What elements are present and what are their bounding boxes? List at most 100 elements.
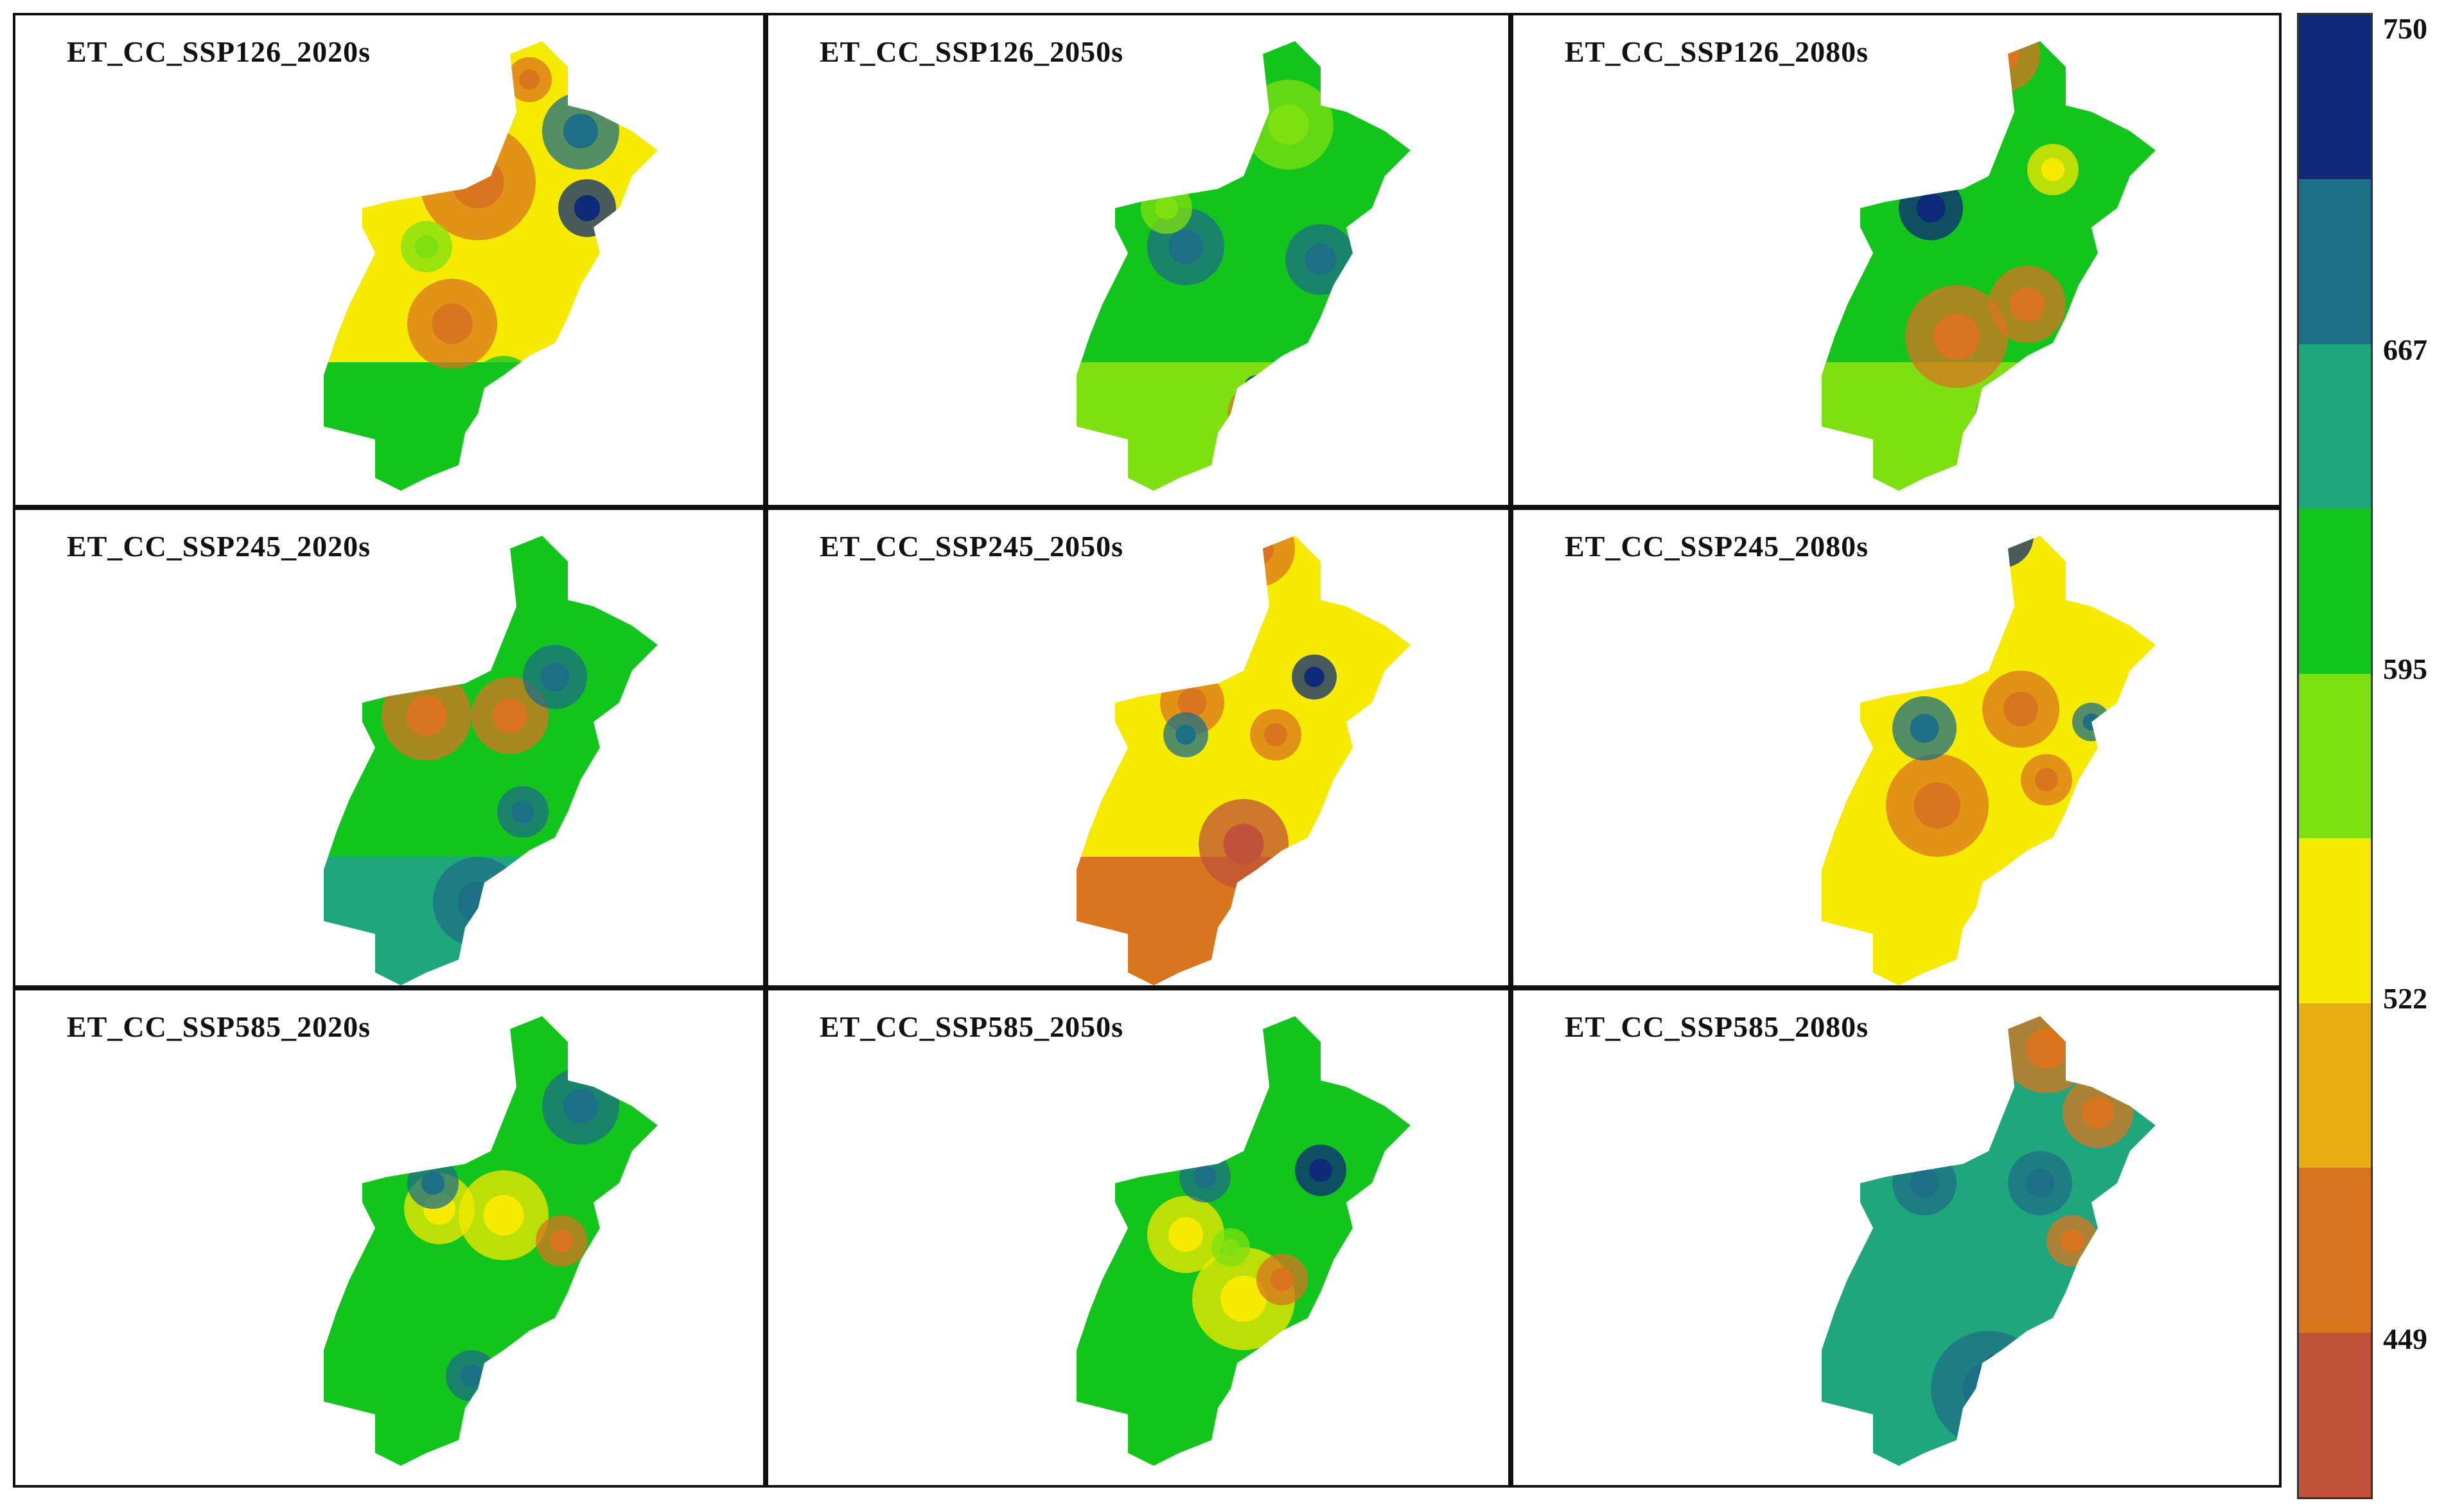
map-panel: ET_CC_SSP245_2080s: [1511, 507, 2282, 988]
et-contour-core: [1168, 229, 1203, 264]
et-contour-core: [1910, 714, 1939, 743]
et-map: [324, 1016, 658, 1466]
region-south-zone: [324, 362, 658, 491]
et-contour-core: [489, 373, 518, 403]
et-contour-core: [1916, 193, 1946, 223]
et-contour-core: [1177, 688, 1207, 717]
et-contour-core: [1304, 667, 1324, 687]
et-contour-core: [460, 1364, 483, 1387]
map-panel: ET_CC_SSP126_2020s: [13, 13, 766, 507]
et-contour-zone: [1227, 385, 1285, 443]
map-panel: ET_CC_SSP245_2050s: [766, 507, 1511, 988]
et-contour-core: [1193, 1165, 1217, 1188]
map-panel: ET_CC_SSP585_2050s: [766, 988, 1511, 1488]
et-contour-zone: [471, 356, 536, 420]
et-contour-core: [1264, 723, 1287, 746]
et-contour-core: [1222, 1238, 1240, 1256]
panel-title: ET_CC_SSP245_2020s: [67, 530, 371, 563]
map-panel: ET_CC_SSP245_2020s: [13, 507, 766, 988]
et-contour-core: [432, 303, 473, 344]
et-contour-core: [2061, 1229, 2084, 1253]
et-contour-core: [2010, 287, 2045, 322]
region-south-zone: [1077, 1337, 1411, 1466]
map-panel: ET_CC_SSP126_2050s: [766, 13, 1511, 507]
legend-swatch: [2299, 15, 2371, 180]
legend-swatch: [2299, 344, 2371, 509]
et-contour-core: [2082, 713, 2100, 731]
panel-title: ET_CC_SSP585_2050s: [820, 1010, 1123, 1043]
et-contour-core: [493, 698, 527, 733]
et-contour-core: [1168, 1217, 1203, 1252]
et-map: [324, 536, 658, 985]
et-contour-zone: [1931, 1331, 2046, 1446]
et-contour-core: [1984, 41, 2019, 71]
color-legend: [2297, 13, 2373, 1499]
et-contour-zone: [1979, 1353, 2024, 1398]
et-contour-core: [1243, 400, 1270, 427]
et-contour-core: [1910, 1168, 1939, 1198]
legend-swatch: [2299, 179, 2371, 344]
et-contour-core: [2041, 158, 2064, 181]
et-contour-core: [1933, 313, 1980, 360]
legend-swatch: [2299, 673, 2371, 839]
et-map: [324, 41, 658, 491]
et-map: [1077, 1016, 1411, 1466]
panel-title: ET_CC_SSP585_2080s: [1565, 1010, 1869, 1043]
legend-label-667: 667: [2383, 333, 2427, 366]
et-contour-zone: [1976, 388, 2027, 439]
et-contour-core: [519, 69, 540, 90]
et-contour-core: [483, 1195, 524, 1236]
map-panel: ET_CC_SSP585_2080s: [1511, 988, 2282, 1488]
et-contour-core: [1239, 536, 1274, 566]
et-contour-core: [485, 902, 497, 914]
et-contour-core: [2003, 692, 2038, 726]
et-contour-core: [1268, 104, 1309, 145]
panel-title: ET_CC_SSP245_2080s: [1565, 530, 1869, 563]
et-contour-core: [1991, 1366, 2012, 1386]
panel-title: ET_CC_SSP126_2020s: [67, 35, 371, 68]
et-contour-core: [1271, 1268, 1294, 1291]
legend-swatch: [2299, 1168, 2371, 1333]
region-south-zone: [1822, 857, 2156, 985]
legend-swatch: [2299, 1003, 2371, 1168]
legend-label-522: 522: [2383, 982, 2427, 1015]
et-contour-core: [2035, 768, 2058, 791]
legend-swatch: [2299, 1332, 2371, 1497]
et-contour-core: [563, 114, 598, 148]
panel-title: ET_CC_SSP126_2050s: [820, 35, 1123, 68]
et-map: [1822, 1016, 2156, 1466]
et-map: [1822, 41, 2156, 491]
et-contour-core: [574, 195, 601, 222]
map-panel: ET_CC_SSP585_2020s: [13, 988, 766, 1488]
et-contour-zone: [1218, 536, 1295, 587]
et-contour-core: [415, 235, 438, 258]
region-south-zone: [1077, 362, 1411, 491]
et-contour-core: [1990, 402, 2013, 425]
legend-label-595: 595: [2383, 653, 2427, 685]
et-map: [1822, 536, 2156, 985]
et-contour-core: [1223, 823, 1264, 865]
et-contour-core: [2082, 1096, 2114, 1129]
legend-swatch: [2299, 509, 2371, 674]
panel-title: ET_CC_SSP585_2020s: [67, 1010, 371, 1043]
et-contour-core: [406, 695, 447, 736]
map-panel: ET_CC_SSP126_2080s: [1511, 13, 2282, 507]
et-contour-zone: [478, 895, 504, 921]
et-contour-core: [1155, 197, 1178, 220]
et-contour-core: [511, 800, 534, 823]
et-contour-core: [457, 881, 498, 922]
panel-title: ET_CC_SSP126_2080s: [1565, 35, 1869, 68]
et-contour-core: [540, 662, 570, 692]
et-contour-core: [1251, 382, 1262, 394]
et-contour-zone: [1244, 375, 1269, 401]
et-contour-core: [1309, 1159, 1332, 1182]
legend-label-750: 750: [2383, 12, 2427, 45]
et-contour-core: [1914, 782, 1960, 829]
et-contour-core: [2025, 1168, 2055, 1198]
et-contour-zone: [1963, 41, 2040, 92]
et-contour-core: [1220, 1276, 1267, 1322]
legend-label-449: 449: [2383, 1323, 2427, 1355]
et-contour-core: [452, 156, 504, 209]
et-contour-core: [563, 1089, 598, 1123]
et-contour-core: [1987, 536, 2016, 550]
